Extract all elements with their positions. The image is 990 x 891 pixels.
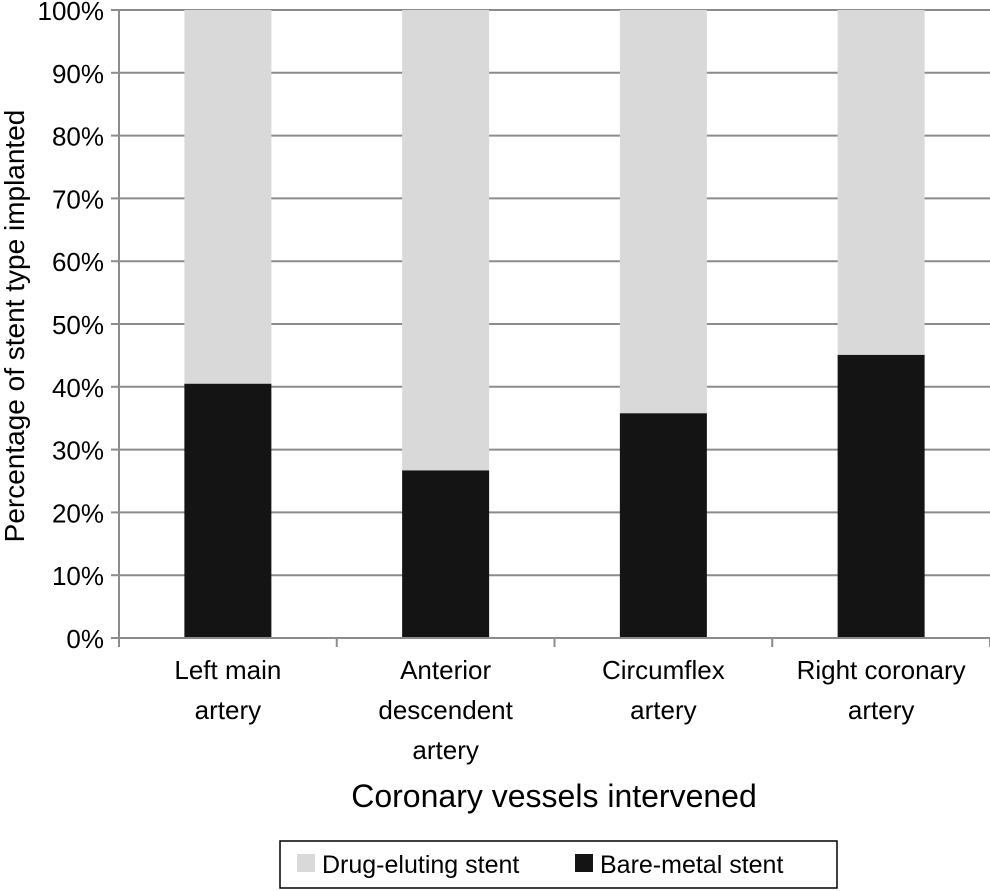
y-tick-label: 20%	[52, 498, 104, 528]
bar-bare-metal-stent	[184, 383, 272, 638]
legend-box	[279, 840, 838, 889]
x-tick-label: Circumflex artery	[602, 655, 725, 725]
y-tick-label: 70%	[52, 184, 104, 214]
y-tick-label: 80%	[52, 122, 104, 152]
x-tick-label: Left main artery	[174, 655, 281, 725]
x-tick-label: Right coronary artery	[797, 655, 966, 725]
bar-drug-eluting-stent	[184, 10, 272, 384]
y-tick-label: 40%	[52, 373, 104, 403]
x-tick-labels: Left main artery Anterior descendent artery C…	[174, 655, 965, 765]
legend-swatch	[575, 854, 593, 872]
y-tick-label: 60%	[52, 247, 104, 277]
y-tick-label: 10%	[52, 561, 104, 591]
y-tick-labels: 0% 10% 20% 30% 40% 50% 60% 70% 80% 90% 100%	[38, 0, 105, 654]
y-tick-label: 90%	[52, 59, 104, 89]
bar-drug-eluting-stent	[619, 10, 707, 414]
bars	[184, 10, 925, 638]
legend-label: Drug-eluting stent	[322, 851, 519, 879]
y-tick-label: 50%	[52, 310, 104, 340]
bar-drug-eluting-stent	[837, 10, 925, 355]
legend: Drug-eluting stent Bare-metal stent	[279, 840, 838, 889]
y-tick-label: 0%	[66, 624, 104, 654]
y-tick-label: 100%	[38, 0, 105, 26]
legend-swatch	[297, 854, 315, 872]
axes	[111, 9, 990, 647]
x-tick-label: Anterior descendent artery	[378, 655, 513, 765]
legend-label: Bare-metal stent	[600, 851, 783, 879]
bar-drug-eluting-stent	[402, 10, 490, 471]
x-axis-label: Coronary vessels intervened	[351, 778, 757, 814]
y-axis-label: Percentage of stent type implanted	[0, 110, 30, 543]
bar-bare-metal-stent	[837, 354, 925, 638]
bar-bare-metal-stent	[619, 413, 707, 638]
bar-bare-metal-stent	[402, 470, 490, 638]
y-tick-label: 30%	[52, 436, 104, 466]
